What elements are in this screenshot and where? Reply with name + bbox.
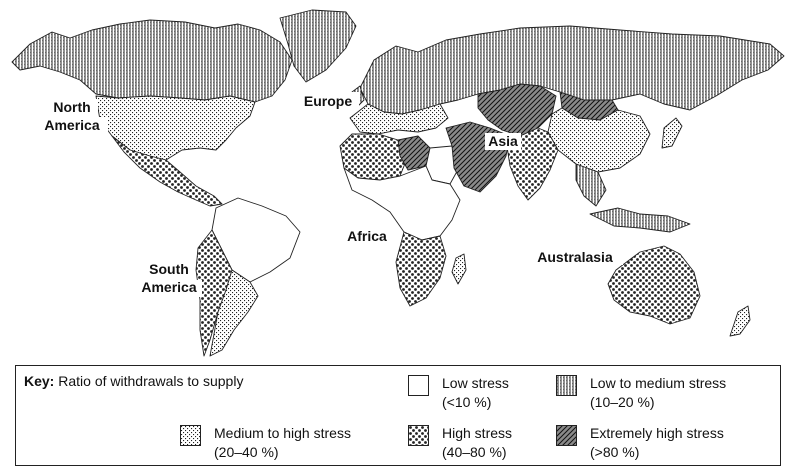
region-japan	[661, 117, 683, 149]
map-key: Key: Ratio of withdrawals to supply Low …	[15, 365, 781, 466]
key-item-low-stress: Low stress (<10 %)	[442, 375, 509, 410]
svg-text:Africa: Africa	[347, 228, 387, 244]
region-china	[547, 107, 651, 173]
swatch-low-medium-stress	[556, 375, 577, 396]
region-central-asia	[477, 83, 557, 137]
label-europe: Europe	[297, 92, 359, 110]
region-southeast-asia	[575, 163, 607, 207]
region-canada	[11, 19, 293, 103]
swatch-extremely-high-stress	[556, 425, 577, 446]
region-north-europe-russia	[359, 25, 785, 115]
label-asia: Asia	[485, 133, 521, 150]
label-south-america: South America	[138, 261, 202, 297]
region-australia	[607, 245, 701, 325]
svg-text:Europe: Europe	[304, 93, 352, 109]
svg-text:North: North	[53, 99, 90, 115]
region-indonesia	[589, 207, 691, 233]
label-australasia: Australasia	[527, 248, 623, 265]
svg-text:Asia: Asia	[488, 133, 518, 149]
svg-text:America: America	[44, 117, 99, 133]
region-mexico	[111, 135, 223, 207]
svg-text:South: South	[149, 261, 189, 277]
region-south-america-west	[195, 229, 233, 357]
key-item-high-stress: High stress (40–80 %)	[442, 425, 513, 460]
label-north-america: North America	[36, 99, 108, 134]
swatch-medium-high-stress	[180, 425, 201, 446]
key-item-extremely-high-stress: Extremely high stress (>80 %)	[590, 425, 724, 460]
world-water-stress-map: North America Europe Asia Africa South A…	[11, 9, 785, 357]
region-southern-africa	[395, 231, 447, 307]
swatch-high-stress	[408, 425, 429, 446]
key-title: Key: Ratio of withdrawals to supply	[24, 373, 244, 389]
region-new-zealand	[729, 305, 751, 337]
region-south-america-south	[209, 269, 259, 357]
region-madagascar	[451, 253, 467, 285]
region-subsaharan-africa	[343, 165, 461, 241]
region-usa	[95, 95, 256, 161]
svg-text:Australasia: Australasia	[537, 249, 613, 265]
label-africa: Africa	[341, 228, 393, 245]
swatch-low-stress	[408, 375, 429, 396]
key-item-medium-high-stress: Medium to high stress (20–40 %)	[214, 425, 351, 460]
key-item-low-medium-stress: Low to medium stress (10–20 %)	[590, 375, 727, 410]
region-greenland	[279, 9, 357, 83]
svg-text:America: America	[141, 279, 196, 295]
